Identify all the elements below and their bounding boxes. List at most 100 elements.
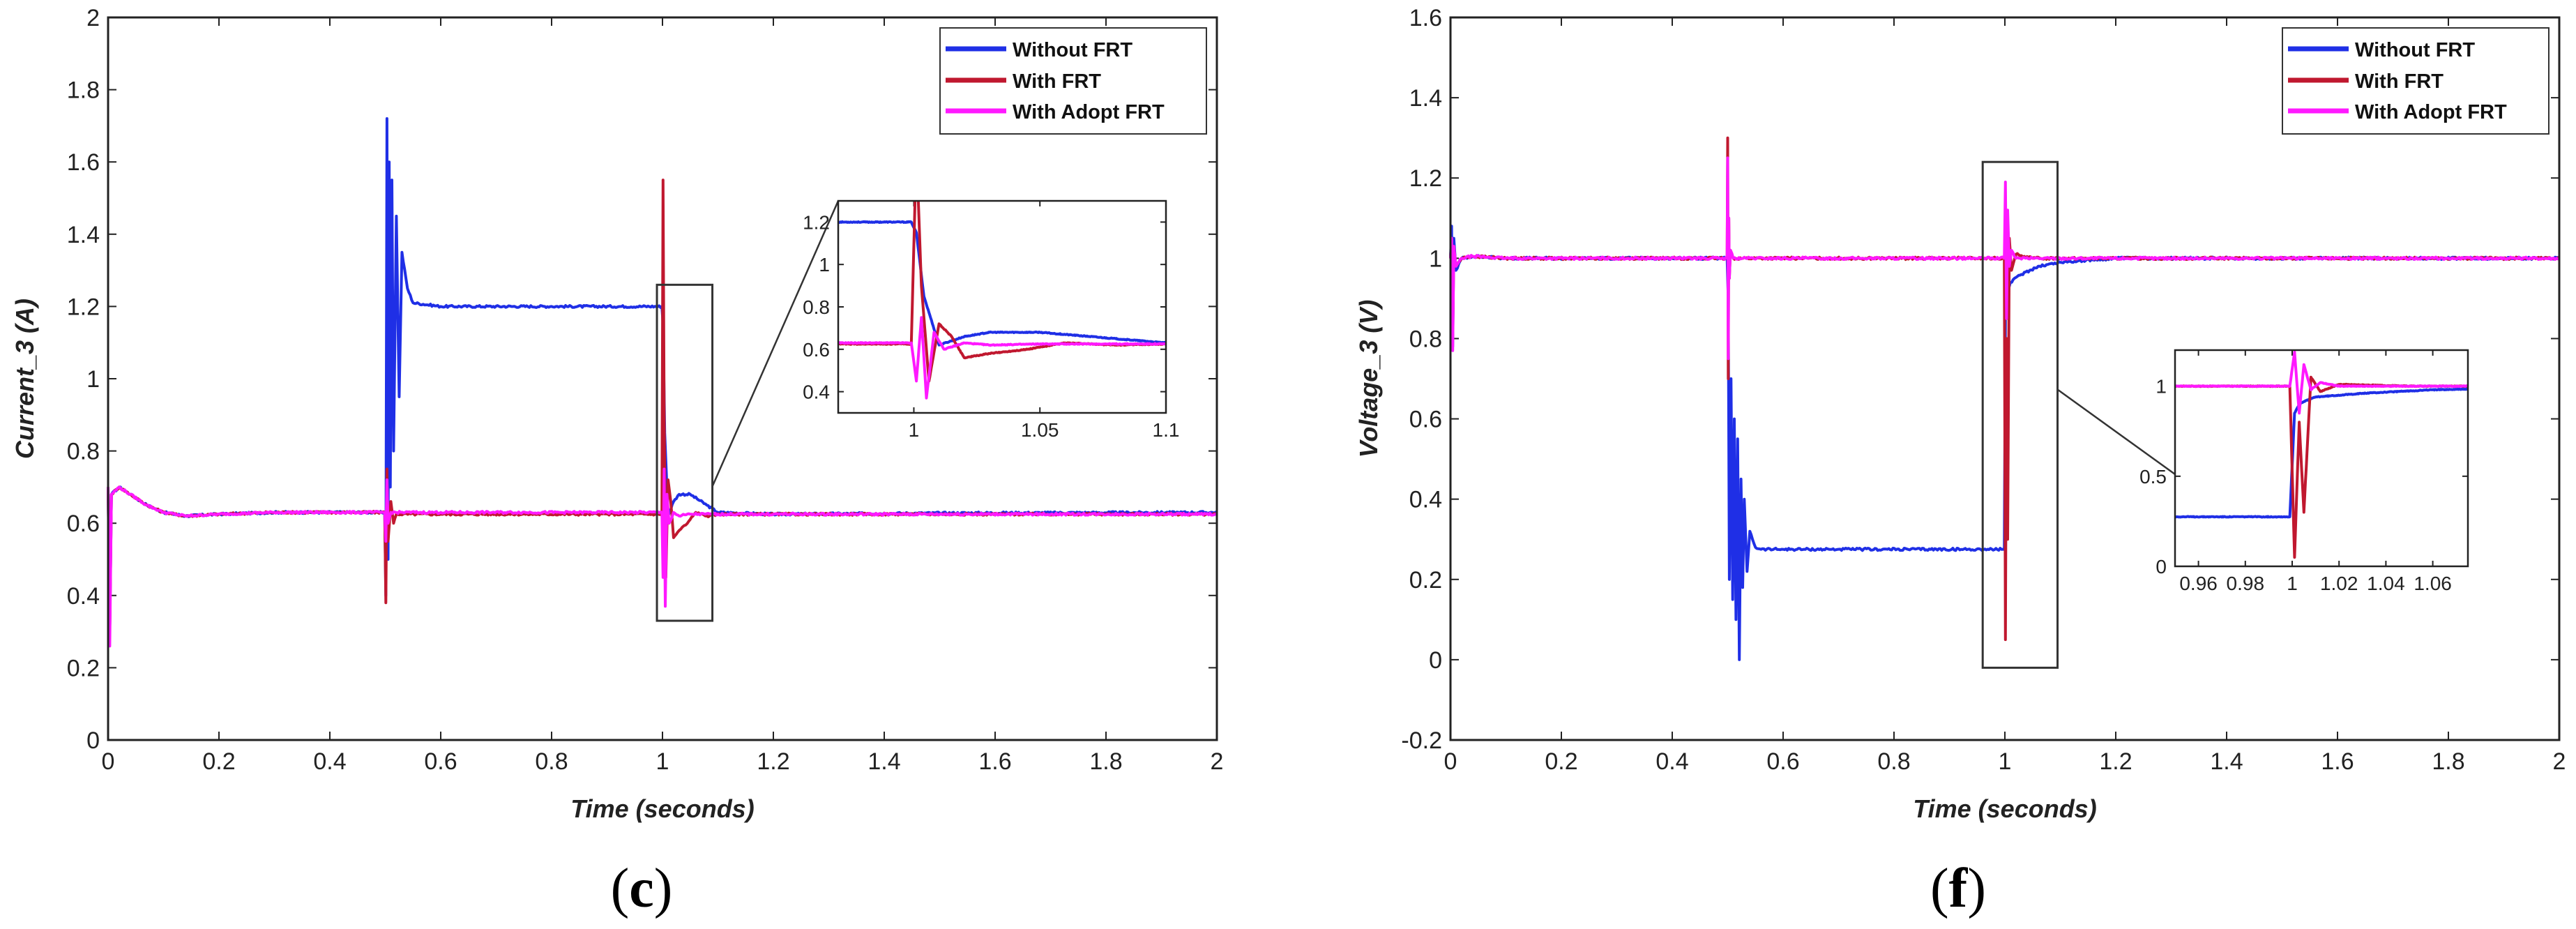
f-plot-frame: [1449, 16, 2561, 741]
f-inset-y-tick-label: 0.5: [2139, 466, 2167, 488]
f-inset-series-line-without-frt: [2175, 387, 2468, 519]
c-inset-y-tick-label: 0.4: [803, 382, 830, 403]
f-x-axis-label: Time (seconds): [1913, 794, 2096, 823]
c-inset-x-tick-label: 1: [909, 419, 920, 441]
c-caption: (c): [611, 858, 673, 919]
c-y-tick-label: 2: [86, 5, 100, 31]
c-caption-letter: c: [629, 858, 654, 919]
f-series-layer: [1449, 136, 2560, 661]
c-x-tick-label: 1.2: [757, 748, 789, 775]
c-inset-chart: 1 1.05 1.1 0.4 0.6 0.8 1 1.2: [803, 199, 1179, 441]
c-y-tick-label: 1: [86, 366, 100, 393]
chart-panel-f: 0 0.2 0.4 0.6 0.8 1 1.2 1.4 1.6 1.8 2-0.200.20.40.…: [1354, 5, 2566, 919]
c-y-tick-label: 0.8: [67, 439, 100, 465]
f-y-tick-label: 1.6: [1409, 5, 1442, 31]
f-inset-ticks: 0.96 0.98 1 1.02 1.04 1.06 0 0.5 1: [2139, 350, 2468, 594]
c-inset-frame: [837, 199, 1167, 414]
c-inset-y-tick-label: 0.8: [803, 296, 830, 318]
c-caption-open: (: [611, 858, 630, 919]
f-y-tick-label: -0.2: [1401, 727, 1442, 754]
f-ticks: 0 0.2 0.4 0.6 0.8 1 1.2 1.4 1.6 1.8 2-0.200.20.40.…: [1401, 5, 2566, 775]
f-zoom-connector: [2056, 388, 2176, 476]
c-x-tick-label: 0.2: [202, 748, 235, 775]
c-y-tick-label: 1.8: [67, 77, 100, 104]
c-inset-x-tick-label: 1.05: [1021, 419, 1059, 441]
c-zoom-indicator: [656, 200, 840, 622]
c-y-tick-label: 0.2: [67, 655, 100, 681]
f-legend-label-without: Without FRT: [2355, 39, 2475, 61]
c-legend-label-without: Without FRT: [1013, 39, 1132, 61]
c-inset-series-line-without-frt: [838, 220, 1166, 347]
f-inset-x-tick-label: 1: [2287, 573, 2298, 594]
f-y-tick-label: 0.8: [1409, 326, 1442, 352]
c-x-tick-label: 0: [102, 748, 115, 775]
f-y-tick-label: 0: [1429, 647, 1442, 674]
chart-panel-c: 0 0.2 0.4 0.6 0.8 1 1.2 1.4 1.6 1.8 2 0 0.2 0.4 0.6 0.8…: [10, 5, 1223, 919]
f-x-tick-label: 1.4: [2210, 748, 2243, 775]
c-y-tick-label: 0.4: [67, 583, 100, 610]
f-y-tick-label: 0.2: [1409, 567, 1442, 594]
c-inset-series-clip: [838, 201, 1166, 400]
c-series-line-with-adopt-frt: [107, 467, 1218, 648]
c-y-axis-label: Current_3 (A): [10, 299, 39, 459]
c-legend: Without FRT With FRT With Adopt FRT: [939, 27, 1207, 135]
f-x-tick-label: 1.6: [2321, 748, 2354, 775]
c-inset-series-line-with-adopt-frt: [838, 316, 1166, 400]
f-y-axis-label: Voltage_3 (V): [1354, 300, 1383, 458]
c-inset-series-layer: [838, 201, 1166, 400]
f-zoom-indicator: [1981, 160, 2176, 669]
f-inset-frame: [2174, 349, 2469, 568]
f-inset-x-tick-label: 1.02: [2320, 573, 2358, 594]
f-y-tick-label: 0.6: [1409, 407, 1442, 433]
f-inset-series-line-with-adopt-frt: [2175, 350, 2468, 415]
c-x-tick-label: 0.8: [535, 748, 568, 775]
f-x-tick-label: 0.2: [1545, 748, 1577, 775]
f-inset-y-tick-label: 0: [2155, 556, 2167, 577]
f-caption-open: (: [1930, 858, 1949, 919]
c-inset-y-tick-label: 1: [819, 254, 830, 275]
c-y-tick-label: 0.6: [67, 511, 100, 537]
f-legend: Without FRT With FRT With Adopt FRT: [2282, 27, 2550, 135]
c-x-tick-label: 0.6: [424, 748, 457, 775]
c-inset-background: [838, 201, 1166, 413]
f-x-tick-label: 0.6: [1766, 748, 1799, 775]
c-caption-close: ): [654, 858, 673, 919]
f-inset-x-tick-label: 1.06: [2414, 573, 2452, 594]
c-ticks: 0 0.2 0.4 0.6 0.8 1 1.2 1.4 1.6 1.8 2 0 0.2 0.4 0.6 0.8…: [67, 5, 1224, 775]
f-caption: (f): [1930, 858, 1986, 919]
c-x-tick-label: 0.4: [313, 748, 346, 775]
c-y-tick-label: 0: [86, 727, 100, 754]
f-series-line-with-adopt-frt: [1449, 156, 2560, 361]
f-y-tick-label: 1: [1429, 246, 1442, 272]
c-x-tick-label: 2: [1211, 748, 1224, 775]
c-zoom-box: [656, 283, 714, 622]
f-inset-x-tick-label: 0.98: [2227, 573, 2265, 594]
c-zoom-connector: [711, 200, 840, 487]
c-inset-y-tick-label: 1.2: [803, 211, 830, 233]
f-y-tick-label: 0.4: [1409, 487, 1442, 513]
f-x-tick-label: 1: [1999, 748, 2012, 775]
c-x-tick-label: 1: [656, 748, 669, 775]
f-x-tick-label: 0.8: [1877, 748, 1910, 775]
f-x-tick-label: 0.4: [1656, 748, 1688, 775]
c-x-tick-label: 1.6: [978, 748, 1011, 775]
f-inset-series-clip: [2175, 350, 2468, 559]
f-inset-series-layer: [2175, 350, 2468, 559]
f-x-tick-label: 0: [1444, 748, 1457, 775]
f-caption-letter: f: [1949, 858, 1969, 919]
f-x-tick-label: 1.2: [2099, 748, 2132, 775]
f-x-tick-label: 2: [2553, 748, 2566, 775]
c-legend-label-adopt: With Adopt FRT: [1013, 101, 1165, 123]
c-y-tick-label: 1.6: [67, 149, 100, 176]
f-inset-y-tick-label: 1: [2155, 376, 2167, 398]
f-inset-x-tick-label: 1.04: [2367, 573, 2405, 594]
c-x-axis-label: Time (seconds): [570, 794, 754, 823]
c-x-tick-label: 1.4: [867, 748, 900, 775]
c-x-tick-label: 1.8: [1089, 748, 1122, 775]
f-inset-x-tick-label: 0.96: [2179, 573, 2218, 594]
c-inset-y-tick-label: 0.6: [803, 339, 830, 361]
c-plot-frame: [107, 16, 1218, 741]
c-y-tick-label: 1.2: [67, 294, 100, 320]
c-y-tick-label: 1.4: [67, 222, 100, 248]
